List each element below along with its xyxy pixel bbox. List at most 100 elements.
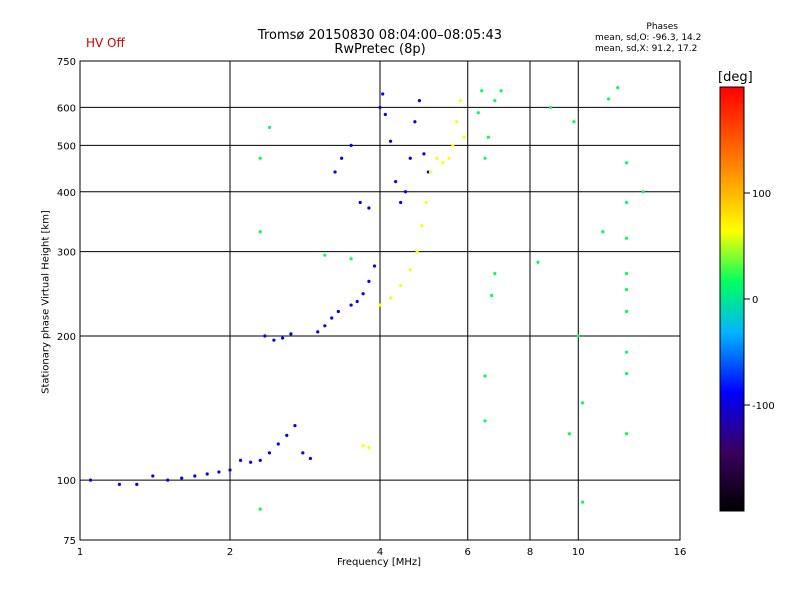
data-point bbox=[420, 223, 424, 228]
phases-o-stats: mean, sd,O: -96.3, 14.2 bbox=[595, 33, 702, 43]
data-point bbox=[238, 458, 243, 462]
data-point bbox=[455, 120, 459, 124]
colorbar-tick-label: 100 bbox=[752, 189, 771, 200]
data-point bbox=[483, 374, 487, 378]
data-point bbox=[493, 271, 497, 276]
data-point bbox=[316, 330, 320, 334]
data-point bbox=[333, 170, 337, 174]
data-point bbox=[408, 156, 412, 160]
x-tick-label: 10 bbox=[572, 547, 585, 558]
data-point bbox=[267, 125, 272, 130]
data-point bbox=[441, 161, 445, 165]
data-point bbox=[205, 472, 209, 476]
data-point bbox=[624, 371, 629, 376]
data-point bbox=[435, 156, 439, 160]
data-point bbox=[355, 299, 359, 304]
data-point bbox=[301, 451, 305, 455]
data-point bbox=[323, 324, 327, 328]
data-point bbox=[267, 451, 272, 455]
data-point bbox=[580, 401, 585, 405]
data-point bbox=[458, 98, 463, 103]
data-point bbox=[606, 97, 611, 101]
colorbar bbox=[719, 86, 745, 512]
colorbar-unit: [deg] bbox=[718, 70, 753, 85]
y-axis-ticks: 75 100 200 300 400 500 600 750 bbox=[57, 57, 76, 547]
plot-grid bbox=[79, 60, 681, 541]
data-point bbox=[289, 332, 293, 336]
data-point bbox=[378, 105, 382, 110]
data-point bbox=[576, 334, 580, 338]
data-point bbox=[413, 120, 417, 124]
data-point bbox=[349, 303, 353, 307]
data-point bbox=[358, 200, 362, 205]
data-point bbox=[228, 468, 232, 472]
data-point bbox=[624, 287, 629, 292]
data-point bbox=[624, 350, 629, 354]
x-tick-label: 2 bbox=[227, 547, 233, 558]
data-point bbox=[336, 309, 340, 314]
data-point bbox=[549, 105, 553, 110]
data-point bbox=[399, 200, 403, 205]
x-tick-label: 4 bbox=[377, 547, 383, 558]
data-point bbox=[349, 257, 353, 261]
data-point bbox=[367, 206, 371, 210]
data-point bbox=[616, 85, 620, 90]
x-tick-label: 16 bbox=[674, 547, 687, 558]
data-point bbox=[180, 476, 184, 480]
data-point bbox=[378, 303, 382, 307]
data-point bbox=[383, 112, 387, 117]
data-point bbox=[567, 432, 572, 436]
data-point bbox=[483, 156, 487, 160]
data-point bbox=[323, 253, 327, 257]
x-tick-label: 1 bbox=[77, 547, 83, 558]
data-point bbox=[388, 296, 393, 300]
data-point bbox=[447, 156, 451, 160]
data-point bbox=[361, 444, 365, 448]
data-point bbox=[280, 336, 285, 340]
data-point bbox=[361, 292, 365, 296]
data-point bbox=[166, 478, 170, 482]
x-tick-label: 6 bbox=[465, 547, 471, 558]
data-point bbox=[399, 283, 403, 288]
phases-summary: Phases mean, sd,O: -96.3, 14.2 mean, sd,… bbox=[595, 22, 701, 55]
data-point bbox=[258, 156, 262, 160]
data-point bbox=[408, 268, 412, 272]
x-axis-ticks: 1 2 4 6 8 10 16 bbox=[77, 547, 687, 558]
chart-subtitle: RwPretec (8p) bbox=[334, 42, 426, 57]
data-point bbox=[263, 334, 267, 338]
data-point bbox=[476, 111, 480, 115]
data-point bbox=[117, 482, 122, 486]
y-tick-label: 500 bbox=[57, 141, 76, 152]
data-point bbox=[572, 120, 576, 124]
data-point bbox=[624, 161, 629, 165]
data-point bbox=[428, 170, 433, 174]
data-point bbox=[308, 456, 313, 461]
data-point bbox=[388, 139, 393, 143]
phases-title: Phases bbox=[646, 22, 678, 32]
data-point bbox=[641, 190, 645, 194]
data-point bbox=[394, 180, 398, 184]
data-point bbox=[580, 500, 585, 504]
colorbar-tick-label: 0 bbox=[752, 295, 758, 306]
x-tick-label: 8 bbox=[527, 547, 533, 558]
data-point bbox=[381, 92, 385, 96]
y-tick-label: 600 bbox=[57, 103, 76, 114]
data-point bbox=[276, 442, 280, 446]
data-point bbox=[293, 423, 297, 428]
data-point bbox=[417, 98, 422, 103]
data-points bbox=[88, 85, 645, 511]
colorbar-ticks: 100 0 -100 bbox=[744, 189, 775, 412]
data-point bbox=[372, 264, 377, 268]
y-tick-label: 300 bbox=[57, 248, 76, 259]
plot-frame bbox=[79, 60, 681, 541]
data-point bbox=[285, 433, 289, 438]
data-point bbox=[135, 482, 139, 486]
data-point bbox=[415, 250, 419, 254]
data-point bbox=[258, 458, 262, 462]
hv-status: HV Off bbox=[86, 36, 125, 50]
data-point bbox=[493, 98, 497, 103]
data-point bbox=[258, 230, 262, 234]
data-point bbox=[624, 200, 629, 205]
data-point bbox=[486, 135, 490, 139]
